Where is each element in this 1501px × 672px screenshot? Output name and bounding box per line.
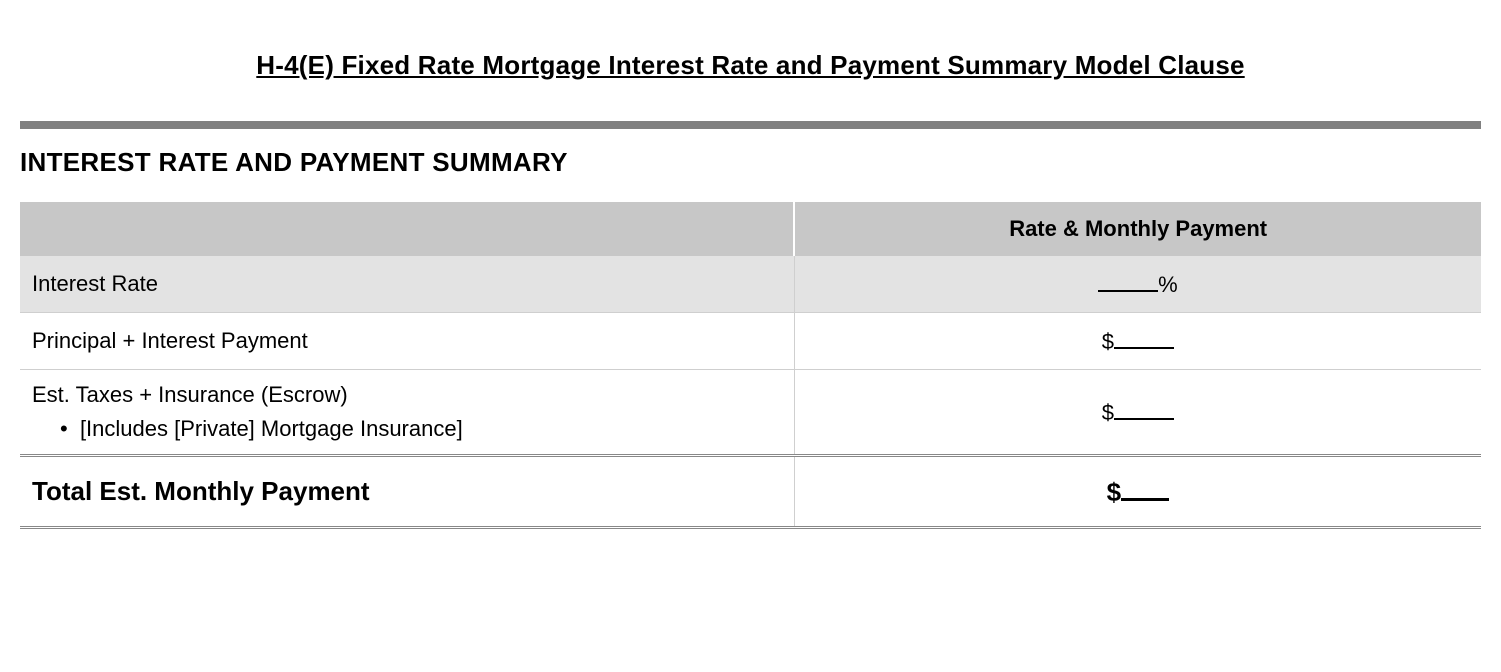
table-header-row: Rate & Monthly Payment	[20, 202, 1481, 256]
header-rate-payment: Rate & Monthly Payment	[794, 202, 1481, 256]
escrow-main-label: Est. Taxes + Insurance (Escrow)	[32, 382, 782, 408]
row-interest-rate: Interest Rate %	[20, 256, 1481, 313]
summary-table: Rate & Monthly Payment Interest Rate % P…	[20, 202, 1481, 529]
document-title: H-4(E) Fixed Rate Mortgage Interest Rate…	[20, 50, 1481, 81]
dollar-prefix: $	[1102, 400, 1114, 425]
percent-suffix: %	[1158, 272, 1178, 297]
dollar-prefix: $	[1102, 329, 1114, 354]
label-principal-interest: Principal + Interest Payment	[20, 313, 794, 370]
row-escrow: Est. Taxes + Insurance (Escrow) [Include…	[20, 370, 1481, 456]
blank-field	[1114, 398, 1174, 420]
blank-field	[1098, 270, 1158, 292]
blank-field	[1121, 475, 1169, 501]
row-total: Total Est. Monthly Payment $	[20, 456, 1481, 528]
label-interest-rate: Interest Rate	[20, 256, 794, 313]
label-escrow: Est. Taxes + Insurance (Escrow) [Include…	[20, 370, 794, 456]
escrow-sub-label: [Includes [Private] Mortgage Insurance]	[32, 416, 782, 442]
value-total: $	[794, 456, 1481, 528]
dollar-prefix: $	[1107, 477, 1121, 507]
row-principal-interest: Principal + Interest Payment $	[20, 313, 1481, 370]
value-escrow: $	[794, 370, 1481, 456]
value-interest-rate: %	[794, 256, 1481, 313]
value-principal-interest: $	[794, 313, 1481, 370]
blank-field	[1114, 327, 1174, 349]
label-total: Total Est. Monthly Payment	[20, 456, 794, 528]
horizontal-rule	[20, 121, 1481, 129]
section-heading: INTEREST RATE AND PAYMENT SUMMARY	[20, 147, 1481, 178]
header-blank-cell	[20, 202, 794, 256]
